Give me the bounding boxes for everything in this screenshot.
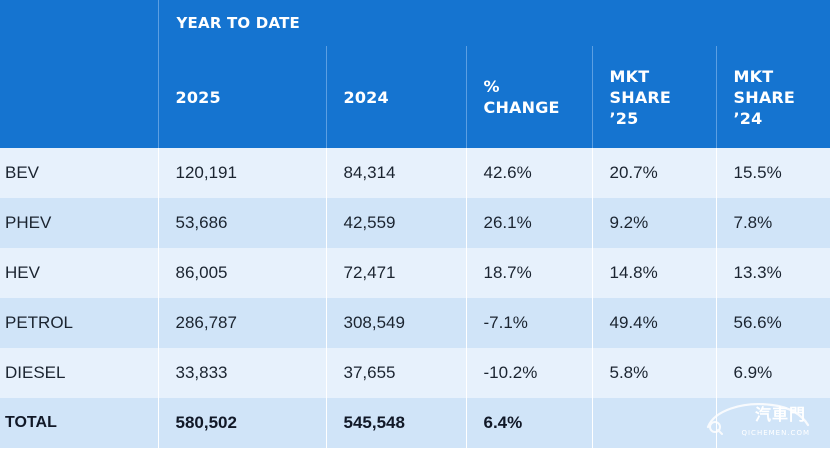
cell-2024: 42,559 <box>325 198 466 248</box>
cell-2024: 545,548 <box>325 398 466 448</box>
car-logo-icon <box>706 403 810 435</box>
cell-2025: 86,005 <box>157 248 326 298</box>
watermark-text: 汽車門 <box>754 405 806 424</box>
col-header-share25: MKT SHARE ’25 <box>591 46 716 148</box>
watermark-subtext: QICHEMEN.COM <box>741 429 810 437</box>
cell-2025: 33,833 <box>157 348 326 398</box>
table-row-total: TOTAL 580,502 545,548 6.4% <box>0 398 830 448</box>
cell-share25 <box>591 398 716 448</box>
cell-share25: 20.7% <box>591 148 716 198</box>
cell-share24: 6.9% <box>715 348 830 398</box>
cell-share25: 49.4% <box>591 298 716 348</box>
cell-change: -7.1% <box>465 298 592 348</box>
year-to-date-header: YEAR TO DATE <box>157 0 830 46</box>
cell-change: -10.2% <box>465 348 592 398</box>
cell-2024: 72,471 <box>325 248 466 298</box>
row-label: PHEV <box>0 198 158 248</box>
cell-share24: 56.6% <box>715 298 830 348</box>
table-row-hev: HEV 86,005 72,471 18.7% 14.8% 13.3% <box>0 248 830 298</box>
col-header-2025-text: 2025 <box>175 87 221 107</box>
header-corner-cell <box>0 0 158 46</box>
row-label: TOTAL <box>0 398 158 448</box>
col-header-change-line2: CHANGE <box>483 98 560 117</box>
cell-share24: 15.5% <box>715 148 830 198</box>
col-header-change-line1: % <box>483 77 500 96</box>
cell-share25: 14.8% <box>591 248 716 298</box>
column-header-row: 2025 2024 % CHANGE MKT SHARE ’25 MKT SHA… <box>0 46 830 148</box>
col-header-share25-line1: MKT <box>609 66 650 86</box>
cell-change: 26.1% <box>465 198 592 248</box>
row-label: PETROL <box>0 298 158 348</box>
cell-2024: 84,314 <box>325 148 466 198</box>
col-header-share25-line2: SHARE <box>609 87 672 107</box>
col-header-share24: MKT SHARE ’24 <box>715 46 830 148</box>
cell-2025: 120,191 <box>157 148 326 198</box>
table-row-phev: PHEV 53,686 42,559 26.1% 9.2% 7.8% <box>0 198 830 248</box>
cell-change: 18.7% <box>465 248 592 298</box>
cell-2024: 308,549 <box>325 298 466 348</box>
table-row-petrol: PETROL 286,787 308,549 -7.1% 49.4% 56.6% <box>0 298 830 348</box>
cell-change: 42.6% <box>465 148 592 198</box>
col-header-2024-text: 2024 <box>343 87 389 107</box>
cell-2024: 37,655 <box>325 348 466 398</box>
table-row-diesel: DIESEL 33,833 37,655 -10.2% 5.8% 6.9% <box>0 348 830 398</box>
row-label: BEV <box>0 148 158 198</box>
row-label: DIESEL <box>0 348 158 398</box>
cell-share24 <box>715 398 830 448</box>
cell-share25: 9.2% <box>591 198 716 248</box>
col-header-2024: 2024 <box>325 46 466 148</box>
cell-share24: 7.8% <box>715 198 830 248</box>
col-header-share25-line3: ’25 <box>609 108 639 128</box>
col-header-share24-line1: MKT <box>733 66 774 86</box>
cell-share24: 13.3% <box>715 248 830 298</box>
cell-2025: 53,686 <box>157 198 326 248</box>
cell-change: 6.4% <box>465 398 592 448</box>
cell-share25: 5.8% <box>591 348 716 398</box>
col-header-share24-line3: ’24 <box>733 108 763 128</box>
col-header-2025: 2025 <box>157 46 326 148</box>
col-header-change: % CHANGE <box>465 46 592 148</box>
cell-2025: 580,502 <box>157 398 326 448</box>
header-label-cell <box>0 46 158 148</box>
row-label: HEV <box>0 248 158 298</box>
col-header-share24-line2: SHARE <box>733 87 796 107</box>
cell-2025: 286,787 <box>157 298 326 348</box>
table-row-bev: BEV 120,191 84,314 42.6% 20.7% 15.5% <box>0 148 830 198</box>
header-group-row: YEAR TO DATE <box>0 0 830 46</box>
